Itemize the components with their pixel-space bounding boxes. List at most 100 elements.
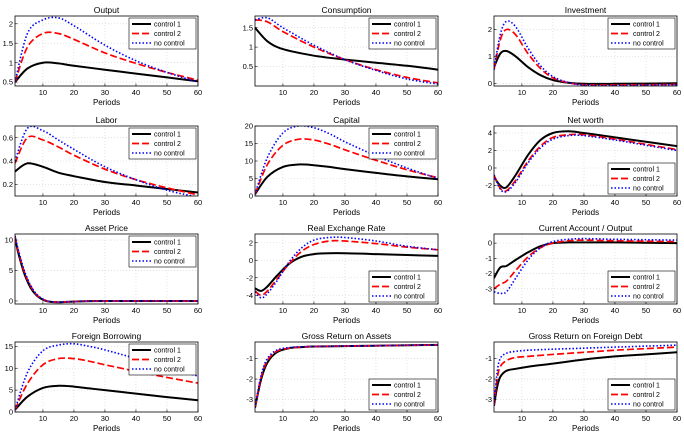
y-tick-label: 0: [9, 297, 13, 306]
y-tick-label: 0: [249, 256, 253, 265]
y-tick-label: 15: [5, 342, 13, 351]
x-tick-label: 30: [580, 198, 588, 207]
y-tick-label: 4: [488, 129, 492, 138]
x-tick-label: 10: [279, 198, 287, 207]
series-lines: [494, 344, 677, 406]
y-tick-label: -1: [246, 354, 253, 363]
x-tick-label: 60: [434, 414, 442, 423]
series-line-no-control: [255, 344, 438, 409]
series-line-control-1: [494, 49, 677, 85]
legend-box: [607, 378, 676, 411]
x-tick-label: 40: [372, 414, 380, 423]
x-tick-label: 40: [611, 88, 619, 97]
chart-title: Consumption: [321, 5, 371, 15]
y-tick-label: 1: [488, 52, 492, 61]
x-tick-label: 30: [580, 414, 588, 423]
y-tick-label: 5: [249, 174, 253, 183]
chart-title: Asset Price: [85, 223, 128, 233]
x-tick-label: 40: [611, 306, 619, 315]
x-tick-label: 10: [518, 198, 526, 207]
x-tick-label: 10: [39, 88, 47, 97]
series-line-control-1: [494, 130, 677, 189]
x-tick-label: 10: [39, 414, 47, 423]
y-tick-label: -2: [246, 375, 253, 384]
x-tick-label: 30: [341, 306, 349, 315]
legend-label: no control: [154, 151, 185, 158]
series-line-no-control: [494, 134, 677, 193]
y-tick-label: 15: [245, 139, 253, 148]
x-tick-label: 30: [341, 198, 349, 207]
x-tick-label: 40: [372, 306, 380, 315]
x-tick-label: 50: [642, 306, 650, 315]
series-lines: [494, 20, 677, 86]
x-tick-label: 60: [673, 306, 681, 315]
legend: control 1 control 2 no control: [368, 127, 437, 160]
x-tick-label: 10: [279, 414, 287, 423]
x-tick-label: 30: [341, 414, 349, 423]
y-tick-label: -3: [485, 395, 492, 404]
panel-gross-return-on-assets: 10 20 30 40 50 60 -3 -2 -1 Gross Return on Assets…: [246, 331, 442, 433]
x-tick-label: 40: [132, 306, 140, 315]
y-tick-label: -2: [485, 269, 492, 278]
x-tick-label: 50: [163, 306, 171, 315]
chart-title: Foreign Borrowing: [72, 331, 142, 341]
panel-gross-return-on-foreign-debt: 10 20 30 40 50 60 -3 -2 -1 Gross Return on Foreig…: [485, 331, 681, 433]
legend-label: control 1: [394, 22, 421, 29]
legend: control 1 control 2 no control: [128, 343, 197, 376]
x-tick-label: 40: [132, 198, 140, 207]
x-axis-label: Periods: [572, 98, 599, 107]
x-tick-label: 60: [434, 88, 442, 97]
x-tick-label: 40: [132, 414, 140, 423]
legend: control 1 control 2 no control: [607, 270, 676, 303]
legend-label: control 2: [154, 31, 181, 38]
panel-capital: 10 20 30 40 50 60 0 5 10 15 20 Capital Periods contro…: [245, 115, 443, 217]
series-lines: [15, 16, 198, 83]
y-tick-label: 10: [5, 236, 13, 245]
x-tick-label: 10: [279, 306, 287, 315]
legend: control 1 control 2 no control: [368, 17, 437, 50]
legend: control 1 control 2 no control: [128, 17, 197, 50]
x-tick-label: 10: [518, 306, 526, 315]
x-axis-label: Periods: [572, 316, 599, 325]
y-tick-label: 0: [488, 239, 492, 248]
x-tick-label: 20: [70, 88, 78, 97]
legend-label: control 2: [394, 284, 421, 291]
legend-label: control 2: [154, 141, 181, 148]
chart-title: Output: [94, 5, 120, 15]
x-tick-label: 20: [310, 88, 318, 97]
axes-box: [14, 15, 199, 87]
series-line-no-control: [494, 344, 677, 406]
x-axis-label: Periods: [93, 208, 120, 217]
y-tick-label: 5: [9, 266, 13, 275]
x-tick-label: 10: [39, 306, 47, 315]
legend-label: no control: [633, 41, 664, 48]
x-tick-label: 20: [70, 414, 78, 423]
legend-label: control 2: [633, 176, 660, 183]
series-lines: [494, 237, 677, 295]
x-tick-label: 60: [434, 306, 442, 315]
y-tick-label: 2: [249, 238, 253, 247]
x-tick-label: 20: [549, 88, 557, 97]
legend-label: control 1: [394, 132, 421, 139]
y-tick-label: 10: [5, 364, 13, 373]
series-line-control-1: [15, 384, 198, 411]
x-tick-label: 50: [163, 88, 171, 97]
series-lines: [255, 126, 438, 195]
x-tick-label: 20: [70, 198, 78, 207]
series-line-control-2: [255, 239, 438, 297]
axes-box: [493, 125, 678, 197]
chart-title: Current Account / Output: [539, 223, 633, 233]
chart-title: Labor: [96, 115, 118, 125]
legend-label: control 2: [394, 31, 421, 38]
legend: control 1 control 2 no control: [368, 270, 437, 303]
series-line-control-2: [494, 346, 677, 406]
y-tick-label: 0.6: [3, 133, 13, 142]
x-tick-label: 30: [580, 306, 588, 315]
axes-box: [493, 233, 678, 305]
x-tick-label: 20: [549, 198, 557, 207]
chart-title: Real Exchange Rate: [308, 223, 386, 233]
series-lines: [255, 236, 438, 299]
legend-label: control 1: [633, 275, 660, 282]
x-axis-label: Periods: [333, 424, 360, 433]
y-tick-label: -4: [246, 291, 253, 300]
